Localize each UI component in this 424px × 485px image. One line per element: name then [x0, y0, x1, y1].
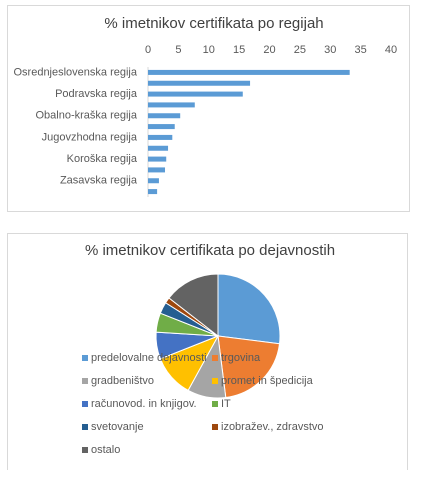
x-tick-label: 20: [263, 44, 275, 56]
legend-swatch: [82, 447, 88, 453]
y-tick-label: Obalno-kraška regija: [36, 110, 138, 122]
x-tick-label: 10: [203, 44, 215, 56]
x-tick-label: 25: [294, 44, 306, 56]
y-tick-label: Osrednjeslovenska regija: [13, 66, 137, 78]
legend-swatch: [212, 378, 218, 384]
x-tick-label: 0: [145, 44, 151, 56]
x-tick-label: 40: [385, 44, 397, 56]
legend-swatch: [82, 424, 88, 430]
chart-title: % imetnikov certifikata po regijah: [104, 15, 323, 32]
chart-border: [7, 5, 410, 212]
pie-slice: [217, 273, 281, 345]
bar: [148, 145, 169, 151]
pie-slice: [168, 273, 219, 338]
bar: [148, 134, 173, 140]
bar: [148, 189, 158, 195]
legend-label: računovod. in knjigov.: [91, 398, 197, 410]
pie-slice: [217, 335, 281, 399]
x-tick-label: 5: [175, 44, 181, 56]
bar: [148, 178, 159, 184]
bar: [148, 102, 195, 108]
bar: [148, 167, 166, 173]
chart-border: [7, 233, 408, 470]
legend-label: izobražev., zdravstvo: [221, 421, 324, 433]
legend-label: ostalo: [91, 444, 120, 456]
x-tick-label: 15: [233, 44, 245, 56]
legend-swatch: [82, 378, 88, 384]
bar: [148, 91, 243, 97]
legend-swatch: [82, 355, 88, 361]
legend-swatch: [212, 355, 218, 361]
x-tick-label: 30: [324, 44, 336, 56]
legend-label: IT: [221, 398, 231, 410]
legend-swatch: [212, 401, 218, 407]
legend-label: gradbeništvo: [91, 375, 154, 387]
bar: [148, 69, 350, 75]
legend-label: trgovina: [221, 352, 261, 364]
x-tick-label: 35: [355, 44, 367, 56]
chart-title: % imetnikov certifikata po dejavnostih: [85, 242, 335, 259]
bar: [148, 156, 167, 162]
y-tick-label: Koroška regija: [67, 153, 138, 165]
bar: [148, 113, 181, 119]
legend-swatch: [212, 424, 218, 430]
legend-label: promet in špedicija: [221, 375, 314, 387]
y-tick-label: Podravska regija: [55, 88, 138, 100]
bar: [148, 80, 251, 86]
bar: [148, 124, 175, 130]
legend-swatch: [82, 401, 88, 407]
legend-label: predelovalne dejavnosti: [91, 352, 207, 364]
y-tick-label: Zasavska regija: [60, 175, 138, 187]
legend-label: svetovanje: [91, 421, 144, 433]
y-tick-label: Jugovzhodna regija: [42, 131, 138, 143]
